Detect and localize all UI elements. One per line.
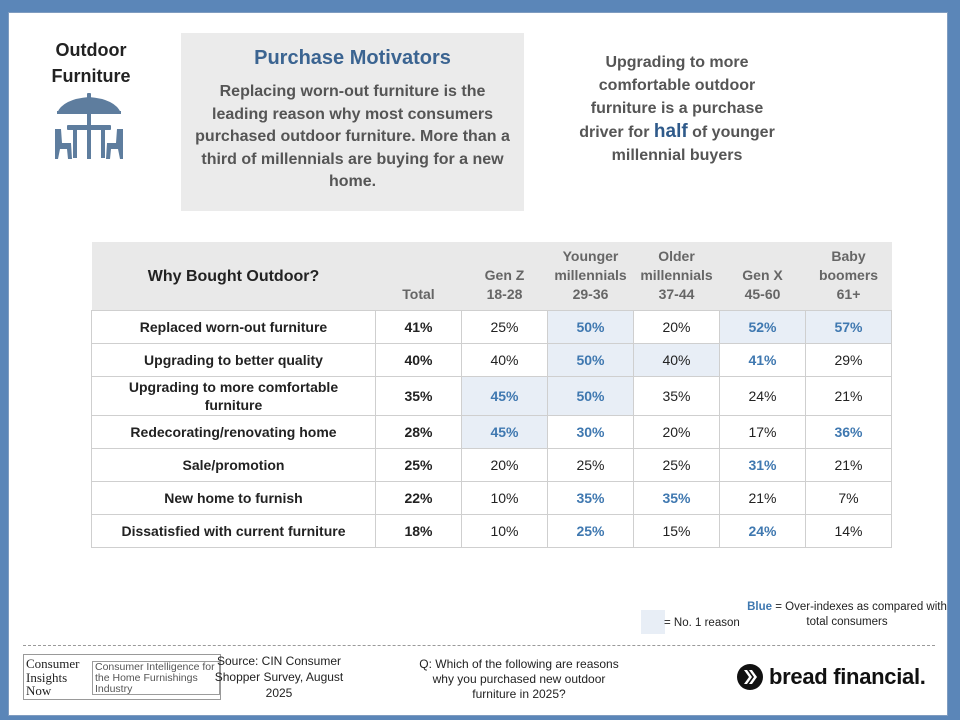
table-row: Redecorating/renovating home 28% 45% 30%… [91,415,892,449]
row-label: Upgrading to better quality [91,343,376,377]
cell-older-millennials: 35% [633,481,720,515]
cell-genz: 45% [461,415,548,449]
row-label: Sale/promotion [91,448,376,482]
row-label: Dissatisfied with current furniture [91,514,376,548]
column-header-genz: Gen Z 18-28 [461,242,548,311]
cell-genx: 24% [719,514,806,548]
cell-total: 41% [375,310,462,344]
cell-boomers: 7% [805,481,892,515]
row-label: Replaced worn-out furniture [91,310,376,344]
cell-genz: 10% [461,514,548,548]
cell-older-millennials: 25% [633,448,720,482]
row-label: New home to furnish [91,481,376,515]
question-header: Why Bought Outdoor? [91,242,376,311]
cin-logo-name: Consumer Insights Now [26,656,80,698]
cell-genx: 41% [719,343,806,377]
column-header-total: Total [375,242,462,311]
cell-total: 40% [375,343,462,377]
summary-title: Purchase Motivators [254,47,451,69]
cell-genz: 40% [461,343,548,377]
cell-total: 28% [375,415,462,449]
callout-before: Upgrading to more comfortable outdoor fu… [579,54,764,141]
table-row: New home to furnish 22% 10% 35% 35% 21% … [91,481,892,515]
table-row: Upgrading to more comfortable furniture … [91,376,892,416]
cell-genz: 45% [461,376,548,416]
column-header-boomers: Baby boomers 61+ [805,242,892,311]
cell-total: 22% [375,481,462,515]
legend-blue-word: Blue [747,601,773,613]
column-header-genx: Gen X 45-60 [719,242,806,311]
cell-total: 18% [375,514,462,548]
table-row: Dissatisfied with current furniture 18% … [91,514,892,548]
cell-older-millennials: 20% [633,310,720,344]
cell-genx: 21% [719,481,806,515]
cell-younger-millennials: 35% [547,481,634,515]
bread-financial-brand: bread financial. [769,664,926,689]
cell-younger-millennials: 50% [547,310,634,344]
callout-highlight: half [653,121,688,142]
legend-blue-text: = Over-indexes as compared with total co… [772,601,947,628]
cell-boomers: 14% [805,514,892,548]
cell-genx: 17% [719,415,806,449]
patio-umbrella-icon [55,93,123,159]
table-header-row: Why Bought Outdoor? Total Gen Z 18-28 You… [91,242,892,311]
cell-genx: 31% [719,448,806,482]
row-label: Upgrading to more comfortable furniture [91,376,376,416]
legend-no1-text: = No. 1 reason [664,617,740,629]
survey-question: Q: Which of the following are reasons wh… [419,657,619,701]
legend-over-index: Blue = Over-indexes as compared with tot… [747,600,947,630]
cell-boomers: 21% [805,448,892,482]
cell-genz: 25% [461,310,548,344]
cin-logo: Consumer Insights Now Consumer Intellige… [23,654,221,700]
cell-boomers: 57% [805,310,892,344]
column-header-younger-millennials: Younger millennials 29-36 [547,242,634,311]
cell-genx: 24% [719,376,806,416]
cell-genz: 20% [461,448,548,482]
category-title: Outdoor Furniture [51,40,131,86]
summary-box [181,33,524,211]
cell-younger-millennials: 50% [547,343,634,377]
cell-older-millennials: 20% [633,415,720,449]
cell-younger-millennials: 25% [547,514,634,548]
cell-younger-millennials: 50% [547,376,634,416]
bread-financial-logo-icon [737,664,763,690]
cell-genz: 10% [461,481,548,515]
cell-older-millennials: 40% [633,343,720,377]
table-row: Upgrading to better quality 40% 40% 50% … [91,343,892,377]
cell-total: 25% [375,448,462,482]
cell-boomers: 21% [805,376,892,416]
slide: Outdoor Furniture Purchase Motivators Re… [8,12,948,716]
source-note: Source: CIN Consumer Shopper Survey, Aug… [214,654,344,700]
cell-older-millennials: 15% [633,514,720,548]
footer-divider [23,645,935,646]
legend-shade-swatch [641,610,665,634]
summary-text: Replacing worn-out furniture is the lead… [195,83,510,190]
cell-genx: 52% [719,310,806,344]
cell-younger-millennials: 30% [547,415,634,449]
cell-younger-millennials: 25% [547,448,634,482]
cell-boomers: 36% [805,415,892,449]
callout-after: of younger millennial buyers [611,124,775,164]
cell-older-millennials: 35% [633,376,720,416]
column-header-older-millennials: Older millennials 37-44 [633,242,720,311]
row-label: Redecorating/renovating home [91,415,376,449]
table-row: Replaced worn-out furniture 41% 25% 50% … [91,310,892,344]
table-row: Sale/promotion 25% 20% 25% 25% 31% 21% [91,448,892,482]
cell-total: 35% [375,376,462,416]
data-table: Why Bought Outdoor? Total Gen Z 18-28 You… [91,242,892,548]
callout-text: Upgrading to more comfortable outdoor fu… [574,51,780,167]
cell-boomers: 29% [805,343,892,377]
cin-logo-tagline: Consumer Intelligence for the Home Furni… [92,661,220,695]
